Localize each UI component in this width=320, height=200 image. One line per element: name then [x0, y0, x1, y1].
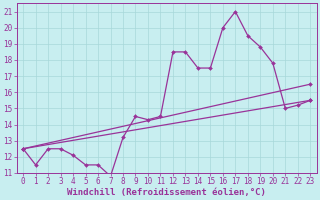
X-axis label: Windchill (Refroidissement éolien,°C): Windchill (Refroidissement éolien,°C): [67, 188, 266, 197]
